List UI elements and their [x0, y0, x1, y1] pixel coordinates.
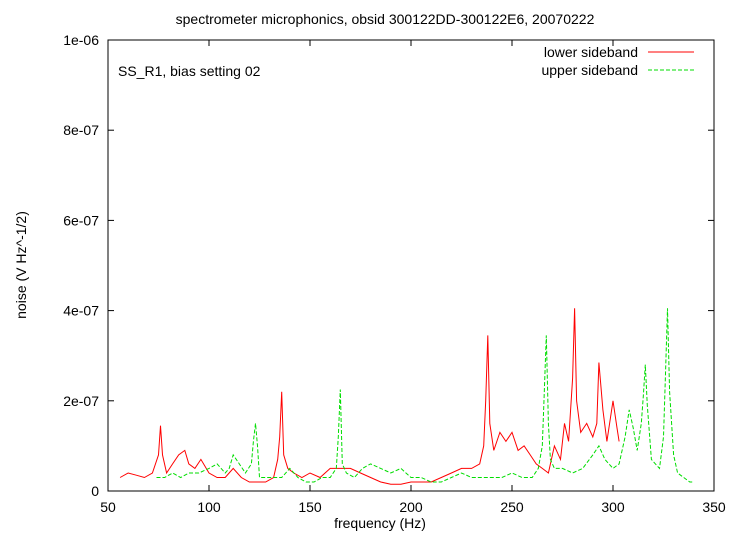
x-tick-label: 100 [197, 499, 221, 515]
y-tick-label: 2e-07 [63, 393, 99, 409]
y-tick-label: 0 [91, 483, 99, 499]
series-line-upper-sideband [156, 308, 694, 483]
y-tick-label: 8e-07 [63, 122, 99, 138]
series-line-lower-sideband [119, 308, 620, 485]
x-tick-label: 150 [298, 499, 322, 515]
y-tick-label: 4e-07 [63, 303, 99, 319]
y-axis-label: noise (V Hz^-1/2) [13, 211, 29, 319]
chart-annotation: SS_R1, bias setting 02 [118, 63, 261, 79]
legend-label: upper sideband [541, 62, 638, 78]
chart-title: spectrometer microphonics, obsid 300122D… [176, 11, 595, 27]
x-tick-label: 250 [500, 499, 524, 515]
legend: lower sideband upper sideband [541, 44, 694, 78]
x-tick-label: 350 [702, 499, 726, 515]
x-tick-label: 300 [601, 499, 625, 515]
x-tick-label: 200 [399, 499, 423, 515]
legend-label: lower sideband [544, 44, 638, 60]
y-axis: 0 2e-07 4e-07 6e-07 8e-07 1e-06 [63, 32, 714, 499]
x-axis-label: frequency (Hz) [334, 515, 426, 531]
series-layer [119, 308, 694, 485]
plot-frame [107, 39, 715, 492]
x-axis: 50 100 150 200 250 300 350 [100, 40, 726, 515]
x-tick-label: 50 [100, 499, 116, 515]
y-tick-label: 6e-07 [63, 212, 99, 228]
y-tick-label: 1e-06 [63, 32, 99, 48]
